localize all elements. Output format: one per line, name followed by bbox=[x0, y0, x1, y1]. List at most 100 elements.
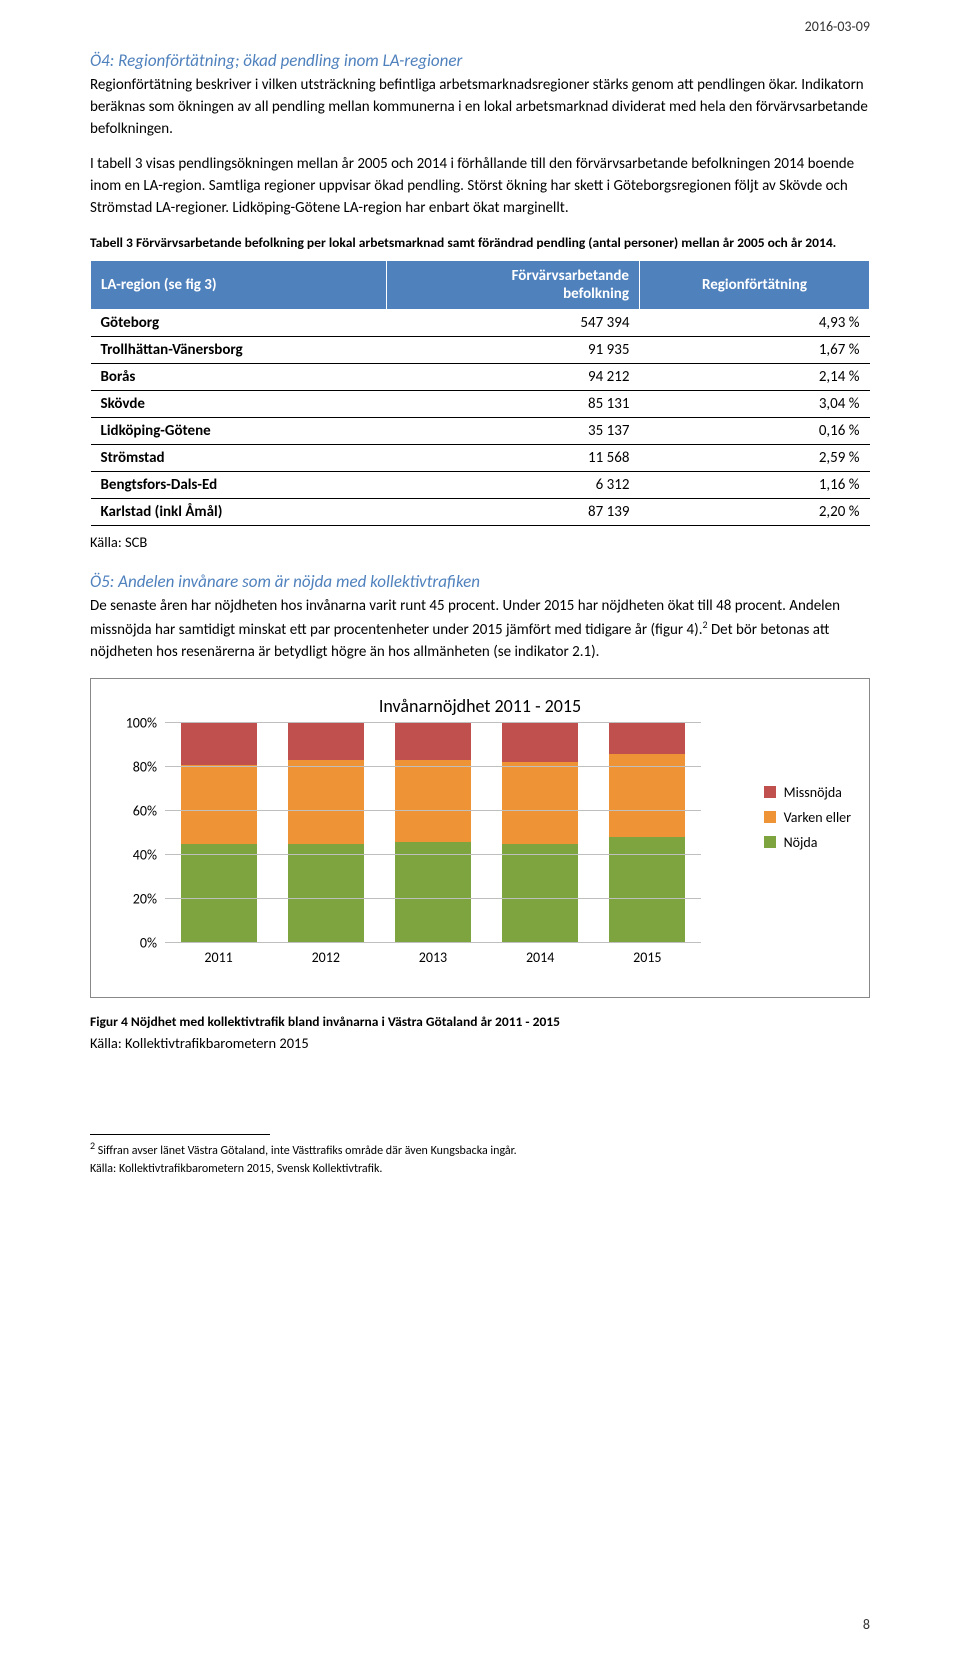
chart-plot-area: 0%20%40%60%80%100% bbox=[165, 723, 701, 943]
chart-bar bbox=[288, 723, 364, 943]
chart-seg-missnojda bbox=[609, 723, 685, 754]
chart-x-label: 2012 bbox=[288, 949, 364, 966]
table-cell-fort: 2,14 % bbox=[639, 364, 869, 391]
chart-invanarnojdhet: Invånarnöjdhet 2011 - 2015 0%20%40%60%80… bbox=[90, 678, 870, 998]
chart-bar bbox=[181, 723, 257, 943]
chart-x-label: 2013 bbox=[395, 949, 471, 966]
chart-seg-nojda bbox=[288, 844, 364, 943]
chart-gridline bbox=[165, 854, 701, 855]
legend-label: Missnöjda bbox=[784, 784, 842, 801]
chart-legend: Missnöjda Varken eller Nöjda bbox=[764, 784, 851, 859]
chart-seg-missnojda bbox=[395, 723, 471, 760]
section-o4-para1: Regionförtätning beskriver i vilken utst… bbox=[90, 75, 870, 140]
section-o5-para: De senaste åren har nöjdheten hos invåna… bbox=[90, 596, 870, 663]
table-cell-fort: 2,59 % bbox=[639, 445, 869, 472]
chart-seg-nojda bbox=[395, 842, 471, 943]
table-cell-pop: 87 139 bbox=[387, 499, 640, 526]
table3-source: Källa: SCB bbox=[90, 532, 870, 553]
figure4-source: Källa: Kollektivtrafikbarometern 2015 bbox=[90, 1033, 870, 1054]
document-page: 2016-03-09 Ö4: Regionförtätning; ökad pe… bbox=[0, 0, 960, 1653]
chart-seg-missnojda bbox=[181, 723, 257, 765]
legend-item: Missnöjda bbox=[764, 784, 851, 801]
footnote-source: Källa: Kollektivtrafikbarometern 2015, S… bbox=[90, 1161, 870, 1177]
table-cell-fort: 2,20 % bbox=[639, 499, 869, 526]
table-row: Borås94 2122,14 % bbox=[91, 364, 870, 391]
table-row: Skövde85 1313,04 % bbox=[91, 391, 870, 418]
chart-y-label: 60% bbox=[109, 802, 157, 819]
table-cell-fort: 1,67 % bbox=[639, 337, 869, 364]
table-cell-fort: 3,04 % bbox=[639, 391, 869, 418]
chart-y-label: 40% bbox=[109, 846, 157, 863]
table-cell-fort: 0,16 % bbox=[639, 418, 869, 445]
table-cell-region: Bengtsfors-Dals-Ed bbox=[91, 472, 387, 499]
section-o4-para2: I tabell 3 visas pendlingsökningen mella… bbox=[90, 154, 870, 219]
table3: LA-region (se fig 3) Förvärvsarbetande R… bbox=[90, 260, 870, 526]
chart-bars bbox=[165, 723, 701, 943]
legend-label: Varken eller bbox=[784, 809, 851, 826]
page-number: 8 bbox=[863, 1616, 870, 1633]
table-cell-fort: 4,93 % bbox=[639, 310, 869, 337]
legend-item: Varken eller bbox=[764, 809, 851, 826]
chart-gridline bbox=[165, 810, 701, 811]
legend-swatch bbox=[764, 786, 776, 798]
table-cell-region: Karlstad (inkl Åmål) bbox=[91, 499, 387, 526]
chart-seg-nojda bbox=[181, 844, 257, 943]
chart-title: Invånarnöjdhet 2011 - 2015 bbox=[109, 693, 851, 719]
chart-x-label: 2014 bbox=[502, 949, 578, 966]
table-cell-region: Skövde bbox=[91, 391, 387, 418]
table-cell-region: Strömstad bbox=[91, 445, 387, 472]
chart-gridline bbox=[165, 942, 701, 943]
table-cell-pop: 35 137 bbox=[387, 418, 640, 445]
table-row: Bengtsfors-Dals-Ed6 3121,16 % bbox=[91, 472, 870, 499]
chart-seg-varken bbox=[502, 762, 578, 843]
footnote-text: Siffran avser länet Västra Götaland, int… bbox=[95, 1144, 517, 1158]
table-cell-fort: 1,16 % bbox=[639, 472, 869, 499]
table-row: Lidköping-Götene35 1370,16 % bbox=[91, 418, 870, 445]
table-cell-pop: 85 131 bbox=[387, 391, 640, 418]
chart-bar bbox=[395, 723, 471, 943]
footnote-2: 2 Siffran avser länet Västra Götaland, i… bbox=[90, 1139, 870, 1159]
table-row: Karlstad (inkl Åmål)87 1392,20 % bbox=[91, 499, 870, 526]
header-date: 2016-03-09 bbox=[805, 18, 870, 35]
legend-swatch bbox=[764, 811, 776, 823]
chart-seg-varken bbox=[288, 760, 364, 844]
table-cell-pop: 91 935 bbox=[387, 337, 640, 364]
chart-bar bbox=[609, 723, 685, 943]
legend-item: Nöjda bbox=[764, 834, 851, 851]
chart-gridline bbox=[165, 766, 701, 767]
chart-y-label: 100% bbox=[109, 714, 157, 731]
chart-seg-nojda bbox=[502, 844, 578, 943]
chart-y-label: 80% bbox=[109, 758, 157, 775]
chart-x-label: 2011 bbox=[181, 949, 257, 966]
chart-y-label: 0% bbox=[109, 934, 157, 951]
chart-y-label: 20% bbox=[109, 890, 157, 907]
chart-bar bbox=[502, 723, 578, 943]
legend-label: Nöjda bbox=[784, 834, 818, 851]
chart-gridline bbox=[165, 898, 701, 899]
table-cell-pop: 6 312 bbox=[387, 472, 640, 499]
table-row: Strömstad11 5682,59 % bbox=[91, 445, 870, 472]
table3-col3-header: Regionförtätning bbox=[639, 261, 869, 310]
table3-col1-header: LA-region (se fig 3) bbox=[91, 261, 387, 310]
chart-seg-varken bbox=[395, 760, 471, 841]
table-cell-region: Göteborg bbox=[91, 310, 387, 337]
footnote-rule bbox=[90, 1134, 270, 1135]
chart-x-label: 2015 bbox=[609, 949, 685, 966]
table3-caption: Tabell 3 Förvärvsarbetande befolkning pe… bbox=[90, 234, 870, 253]
section-o4-heading: Ö4: Regionförtätning; ökad pendling inom… bbox=[90, 50, 870, 71]
chart-seg-missnojda bbox=[288, 723, 364, 760]
table-cell-region: Lidköping-Götene bbox=[91, 418, 387, 445]
table-cell-region: Trollhättan-Vänersborg bbox=[91, 337, 387, 364]
chart-x-labels: 2011 2012 2013 2014 2015 bbox=[165, 949, 701, 966]
legend-swatch bbox=[764, 836, 776, 848]
chart-seg-missnojda bbox=[502, 723, 578, 763]
figure4-caption: Figur 4 Nöjdhet med kollektivtrafik blan… bbox=[90, 1012, 870, 1032]
section-o5-heading: Ö5: Andelen invånare som är nöjda med ko… bbox=[90, 571, 870, 592]
chart-seg-varken bbox=[181, 765, 257, 844]
table3-col2-header-a: Förvärvsarbetande bbox=[387, 261, 640, 286]
table-row: Göteborg547 3944,93 % bbox=[91, 310, 870, 337]
table-cell-pop: 547 394 bbox=[387, 310, 640, 337]
table3-col2-header-b: befolkning bbox=[387, 285, 640, 310]
table-cell-region: Borås bbox=[91, 364, 387, 391]
table-cell-pop: 11 568 bbox=[387, 445, 640, 472]
